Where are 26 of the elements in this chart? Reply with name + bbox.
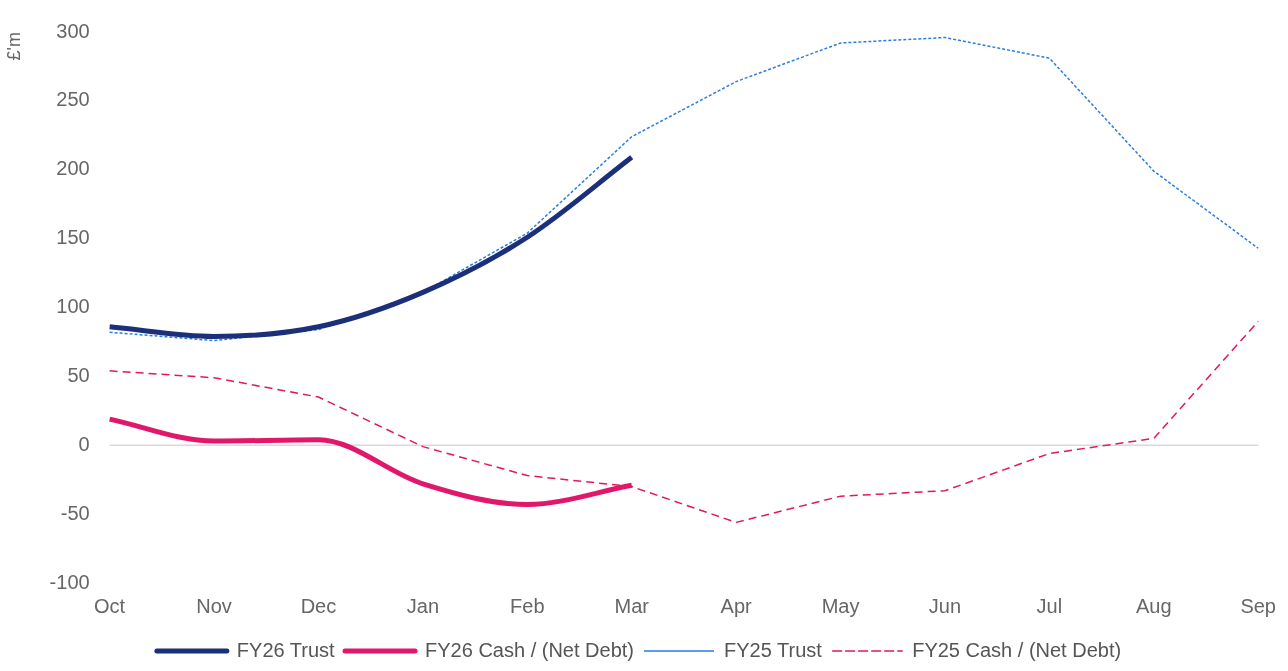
x-tick-label: Jul xyxy=(1036,594,1063,617)
y-tick-label: 150 xyxy=(56,226,90,249)
y-tick-label: -50 xyxy=(60,501,90,524)
x-tick-label: Feb xyxy=(510,594,545,617)
x-tick-label: Nov xyxy=(196,594,232,617)
x-tick-label: Dec xyxy=(300,594,337,617)
y-axis-title: £'m xyxy=(3,32,24,61)
y-tick-label: 0 xyxy=(78,432,90,455)
x-tick-label: Oct xyxy=(94,594,126,617)
x-tick-label: May xyxy=(821,594,860,617)
y-tick-label: 100 xyxy=(56,295,90,318)
y-tick-label: -100 xyxy=(49,570,90,593)
legend-label: FY25 Trust xyxy=(724,638,823,661)
x-tick-label: Jun xyxy=(928,594,962,617)
x-tick-label: Mar xyxy=(614,594,650,617)
legend-label: FY25 Cash / (Net Debt) xyxy=(912,638,1122,661)
y-tick-label: 300 xyxy=(56,19,90,42)
legend-label: FY26 Cash / (Net Debt) xyxy=(425,638,634,661)
y-tick-label: 250 xyxy=(56,88,90,111)
legend-label: FY26 Trust xyxy=(236,638,336,661)
x-tick-label: Apr xyxy=(720,594,753,617)
y-tick-label: 200 xyxy=(56,157,90,180)
y-tick-label: 50 xyxy=(67,363,90,386)
x-tick-label: Sep xyxy=(1240,594,1276,617)
x-tick-label: Jan xyxy=(406,594,439,617)
x-tick-label: Aug xyxy=(1135,594,1172,617)
